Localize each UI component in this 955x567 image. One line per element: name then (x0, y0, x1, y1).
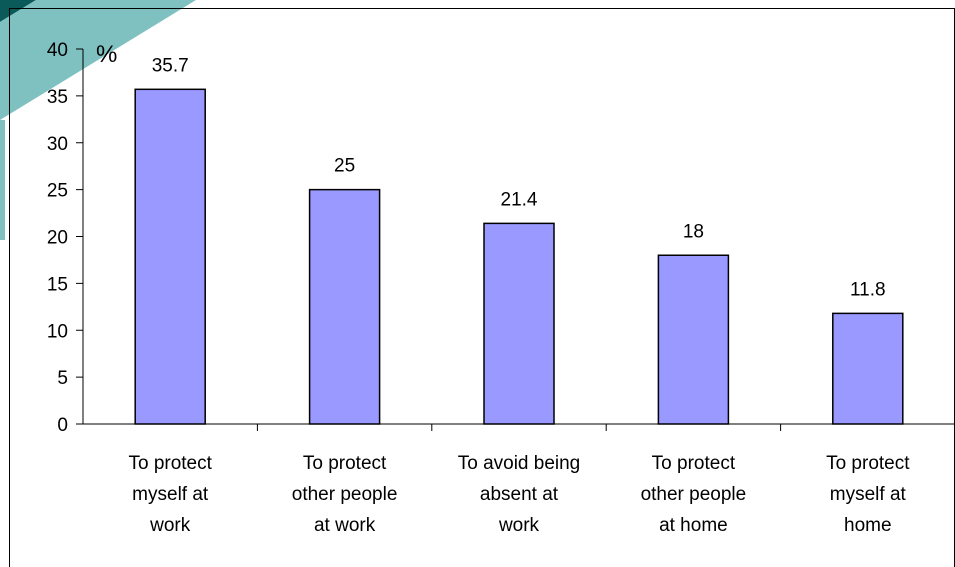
y-tick-label: 40 (47, 40, 68, 61)
x-axis (83, 423, 955, 431)
bars (134, 88, 904, 425)
category-label: To avoid being absent at work (458, 453, 581, 536)
category-label-line: work (498, 515, 540, 536)
y-tick-label: 0 (57, 415, 68, 436)
category-label-line: To protect (303, 453, 387, 474)
category-label-line: other people (641, 484, 747, 505)
category-label-line: absent at (480, 484, 559, 505)
bar (134, 88, 206, 425)
y-tick-label: 15 (47, 274, 68, 295)
category-label-line: To protect (128, 453, 212, 474)
category-label-line: To protect (652, 453, 736, 474)
y-tick-label: 35 (47, 87, 68, 108)
category-label: To protect myself at work (128, 453, 212, 536)
y-tick-label: 30 (47, 134, 68, 155)
data-label: 25 (334, 156, 355, 177)
y-axis: 0 5 10 15 20 25 30 35 40 (47, 40, 84, 436)
data-labels: 35.7 25 21.4 18 11.8 (152, 55, 886, 300)
y-tick-label: 20 (47, 228, 68, 249)
data-label: 21.4 (501, 189, 538, 210)
y-tick-label: 5 (57, 368, 68, 389)
category-label-line: myself at (132, 484, 209, 505)
bar (832, 312, 904, 425)
category-label-line: To protect (826, 453, 910, 474)
y-tick-label: 10 (47, 321, 68, 342)
category-label-line: at home (659, 515, 728, 536)
data-label: 18 (683, 221, 704, 242)
category-label: To protect other people at work (292, 453, 398, 536)
slide-accent-strip (0, 120, 5, 240)
category-label-line: myself at (830, 484, 907, 505)
category-label: To protect other people at home (641, 453, 747, 536)
data-label: 11.8 (850, 279, 886, 300)
data-label: 35.7 (152, 55, 189, 76)
category-label-line: work (149, 515, 191, 536)
bar (657, 254, 730, 425)
category-labels: To protect myself at work To protect other p… (128, 453, 910, 536)
y-tick-label: 25 (47, 181, 68, 202)
category-label-line: To avoid being (458, 453, 581, 474)
category-label-line: other people (292, 484, 398, 505)
category-label-line: home (844, 515, 892, 536)
category-label: To protect myself at home (826, 453, 910, 536)
bar (308, 188, 381, 425)
category-label-line: at work (314, 515, 376, 536)
slide-accent-light (0, 0, 196, 120)
bar (483, 222, 555, 425)
unit-label: % (96, 41, 117, 68)
